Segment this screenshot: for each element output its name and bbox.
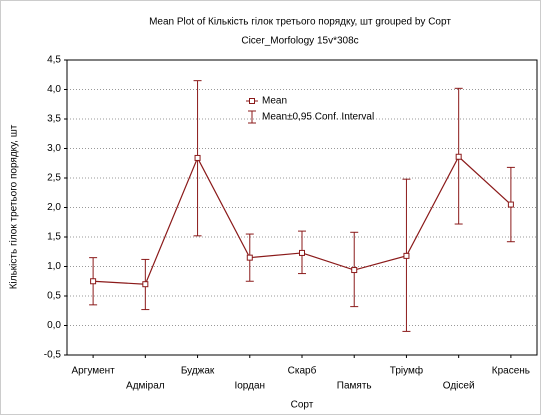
x-tick-label: Память [337,381,372,392]
mean-marker [507,201,514,208]
x-tick-label: Скарб [288,365,317,377]
y-tick-label: 4,5 [47,55,61,66]
mean-marker [246,254,253,261]
mean-marker [455,153,462,160]
y-tick-label: 2,5 [47,173,61,184]
y-tick-label: 0,0 [47,320,61,331]
y-tick-label: 4,0 [47,84,61,95]
y-tick-label: 0,5 [47,291,61,302]
y-axis-label: Кількість гілок третього порядку, шт [9,124,20,289]
legend-label: Mean±0,95 Conf. Interval [262,112,374,123]
x-tick-label: Тріумф [390,365,423,377]
legend-marker [249,98,255,104]
mean-marker [90,278,97,285]
mean-marker [194,154,201,161]
legend-label: Mean [262,96,287,107]
y-tick-label: -0,5 [44,350,62,361]
y-tick-label: 3,5 [47,114,61,125]
x-tick-label: Адмірал [126,381,165,392]
x-tick-label: Красень [492,366,530,377]
mean-marker [403,252,410,259]
y-tick-label: 1,5 [47,232,61,243]
x-axis-label: Сорт [291,400,314,411]
x-tick-label: Одісей [443,381,475,392]
x-tick-label: Іордан [234,381,265,392]
chart-subtitle: Cicer_Morfology 15v*308c [241,36,358,47]
mean-marker [351,267,358,274]
y-tick-label: 1,0 [47,261,61,272]
chart-title: Mean Plot of Кількість гілок третього по… [149,17,451,28]
x-tick-label: Аргумент [71,366,115,377]
mean-marker [142,281,149,288]
mean-marker [299,249,305,256]
x-tick-label: Буджак [181,366,215,377]
y-tick-label: 3,0 [47,143,61,154]
y-tick-label: 2,0 [47,202,61,213]
